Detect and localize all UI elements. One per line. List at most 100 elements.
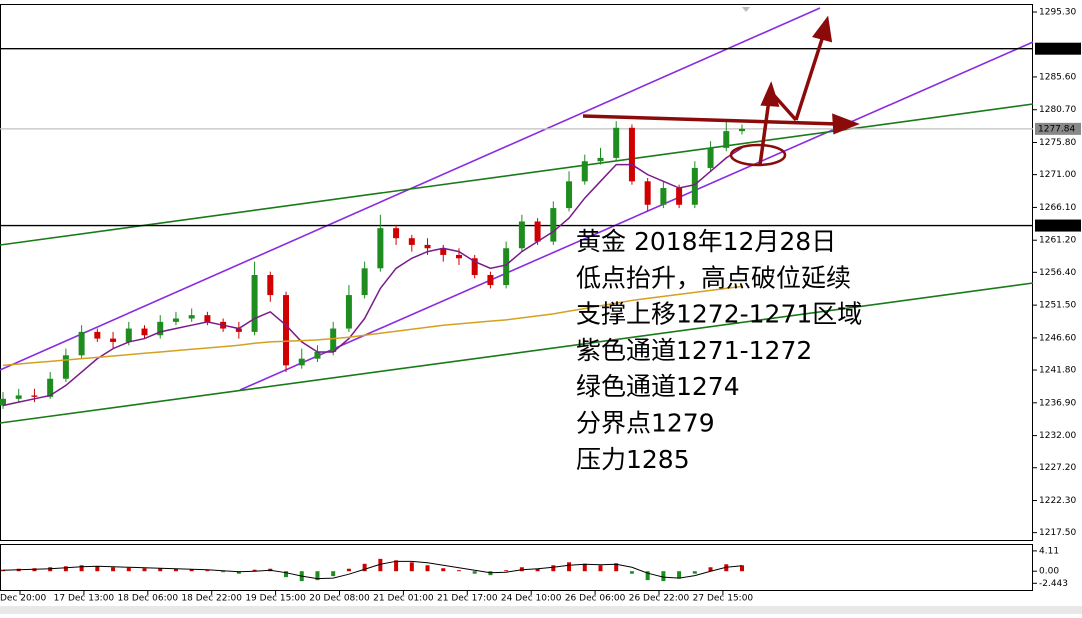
- scroll-marker: [742, 7, 750, 12]
- channels: [0, 7, 1034, 424]
- candle-body: [267, 275, 274, 296]
- y-tick-label: 1222.30: [1039, 496, 1076, 506]
- candle-body: [613, 127, 620, 158]
- arrow: [758, 99, 771, 166]
- x-tick-label: 19 Dec 15:00: [245, 594, 306, 604]
- candle-body: [251, 275, 258, 332]
- candle-body: [330, 328, 337, 352]
- green-channel-upper: [0, 103, 1034, 246]
- candle-body: [644, 181, 651, 205]
- x-tick-label: 18 Dec 06:00: [118, 594, 179, 604]
- y-tick-label: 1271.00: [1039, 170, 1076, 180]
- y-tick-label: 1217.50: [1039, 528, 1076, 538]
- candle-body: [235, 328, 242, 332]
- y-tick-label: 0.00: [1039, 567, 1059, 577]
- moving-average: [2, 285, 743, 367]
- candle-body: [141, 328, 148, 336]
- y-tick-label: 1280.70: [1039, 105, 1076, 115]
- x-tick-label: 18 Dec 22:00: [181, 594, 242, 604]
- y-tick-label: 1285.60: [1039, 72, 1076, 82]
- oscillator-bar: [142, 568, 147, 572]
- annotation-line: 压力1285: [576, 445, 690, 474]
- oscillator-bar: [692, 571, 697, 574]
- oscillator-bar: [661, 571, 666, 582]
- candle-body: [172, 318, 179, 322]
- oscillator-bar: [205, 570, 210, 572]
- oscillator-bar: [111, 567, 116, 572]
- arrow: [794, 35, 825, 121]
- candle-body: [550, 208, 557, 242]
- oscillator-bar: [708, 567, 713, 572]
- candle-body: [723, 131, 730, 148]
- arrow-head: [812, 15, 833, 43]
- y-tick-label: 1246.60: [1039, 333, 1076, 343]
- oscillator-bar: [740, 565, 744, 572]
- x-tick-label: 20 Dec 08:00: [309, 594, 370, 604]
- moving-average: [2, 147, 743, 407]
- candle-body: [518, 221, 525, 249]
- signal-line: [2, 560, 743, 580]
- oscillator-bar: [504, 570, 509, 572]
- oscillator-bar: [425, 565, 430, 572]
- candle-body: [440, 248, 447, 255]
- candle-body: [345, 295, 352, 329]
- candle-body: [0, 398, 6, 406]
- y-tick-label: 4.11: [1039, 546, 1059, 556]
- oscillator-bar: [535, 568, 540, 572]
- candle-body: [487, 275, 494, 286]
- y-tick-label: 1275.80: [1039, 138, 1076, 148]
- arrow-head: [832, 113, 860, 135]
- oscillator-bar: [409, 562, 414, 572]
- candle-body: [157, 321, 164, 336]
- oscillator-bar: [645, 571, 650, 581]
- oscillator-bar: [677, 571, 682, 579]
- y-tick-label: 1266.10: [1039, 203, 1076, 213]
- oscillator-bar: [629, 571, 634, 574]
- oscillator-bar: [236, 571, 241, 574]
- ellipse: [729, 143, 787, 167]
- candle-body: [408, 238, 415, 245]
- annotation-line: 黄金 2018年12月28日: [576, 227, 836, 256]
- candle-body: [283, 295, 290, 366]
- oscillator-frame: [0, 544, 1033, 591]
- y-tick-label: 1227.20: [1039, 463, 1076, 473]
- oscillator-bar: [221, 571, 226, 573]
- price-label: 1289.82: [1038, 44, 1075, 54]
- oscillator-bar: [456, 570, 461, 572]
- candle-body: [314, 351, 321, 359]
- candle-body: [204, 315, 211, 322]
- oscillator-bar: [346, 568, 351, 572]
- oscillator-bar: [331, 571, 336, 577]
- oscillator-bar: [284, 571, 289, 578]
- arrow: [582, 114, 839, 126]
- oscillator-bar: [598, 565, 603, 572]
- x-tick-label: 21 Dec 17:00: [437, 594, 498, 604]
- y-tick-label: 1256.40: [1039, 268, 1076, 278]
- oscillator-bar: [1, 569, 5, 572]
- oscillator-bar: [567, 562, 572, 572]
- y-tick-label: 1261.20: [1039, 236, 1076, 246]
- candle-body: [707, 147, 714, 168]
- oscillator-bar: [378, 558, 383, 572]
- arrow: [769, 90, 798, 122]
- oscillator-bar: [63, 566, 68, 572]
- candle-body: [424, 244, 431, 249]
- candle-body: [581, 161, 588, 182]
- candle-body: [62, 355, 69, 379]
- oscillator-bar: [614, 563, 619, 572]
- oscillator-bar: [158, 568, 163, 572]
- candle-body: [660, 188, 667, 205]
- candle-body: [628, 127, 635, 182]
- annotation-line: 绿色通道1274: [576, 372, 740, 401]
- price-panel-frame: [0, 4, 1033, 541]
- candle-body: [676, 188, 683, 205]
- candle-body: [15, 395, 22, 399]
- price-label: 1277.84: [1038, 124, 1075, 134]
- oscillator-bar: [551, 565, 556, 572]
- oscillator-bar: [79, 565, 84, 572]
- green-channel-lower: [0, 282, 1034, 424]
- candle-body: [471, 258, 478, 276]
- y-tick-label: 1236.90: [1039, 398, 1076, 408]
- oscillator-bar: [189, 569, 194, 572]
